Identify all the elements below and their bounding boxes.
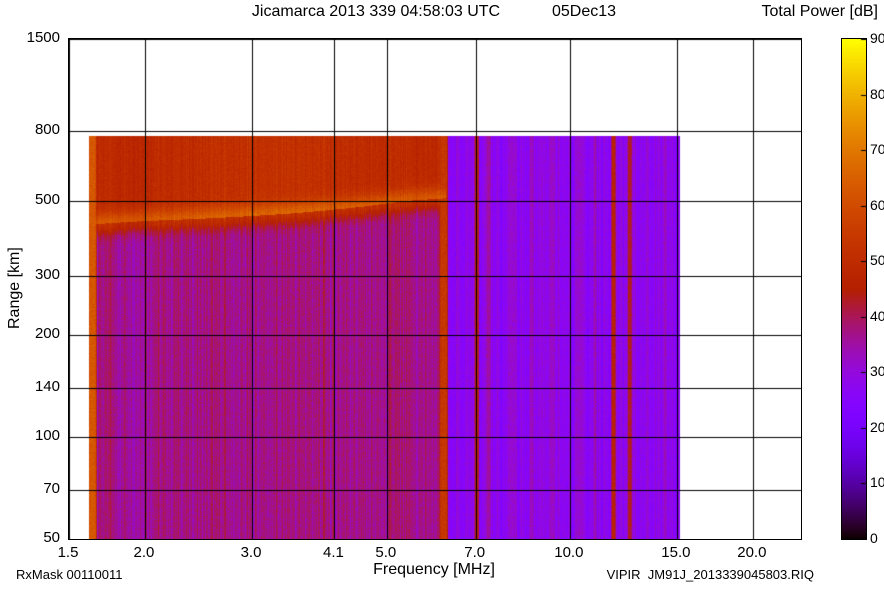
y-tick-label: 200 [34, 325, 60, 343]
y-tick-label: 800 [34, 121, 60, 139]
plot-title: Jicamarca 2013 339 04:58:03 UTC [251, 3, 501, 20]
x-tick-label: 7.0 [464, 544, 486, 561]
y-tick-label: 500 [34, 190, 60, 208]
y-tick-label: 300 [34, 265, 60, 283]
y-tick-label: 1500 [26, 29, 60, 46]
x-tick-label: 3.0 [240, 544, 262, 561]
y-tick-label: 100 [34, 427, 60, 445]
x-axis-label: Frequency [MHz] [373, 561, 495, 578]
colorbar-tick-label: 80 [870, 85, 884, 102]
x-tick-label: 4.1 [323, 544, 344, 561]
x-tick-label: 1.5 [57, 544, 79, 561]
colorbar-tick-label: 10 [870, 474, 884, 491]
x-tick-label: 15.0 [661, 544, 691, 561]
colorbar-tick-label: 70 [870, 141, 884, 158]
x-tick-label: 2.0 [133, 544, 155, 561]
colorbar-tick-label: 50 [870, 252, 884, 269]
total-power-heatmap [68, 38, 802, 540]
colorbar-tick-label: 90 [870, 30, 884, 46]
file-reference-label: VIPIR JM91J_2013339045803.RIQ [606, 567, 814, 582]
colorbar-gradient [841, 38, 867, 540]
plot-date: 05Dec13 [551, 3, 617, 20]
colorbar-tick-label: 60 [870, 196, 884, 213]
x-tick-label: 10.0 [554, 544, 584, 561]
y-tick-label: 50 [43, 529, 60, 546]
colorbar-tick-label: 20 [870, 418, 884, 435]
y-tick-label: 70 [43, 479, 60, 497]
x-tick-label: 5.0 [375, 544, 397, 561]
rxmask-label: RxMask 00110011 [16, 567, 123, 582]
colorbar-tick-label: 30 [870, 363, 884, 380]
colorbar-title: Total Power [dB] [761, 3, 879, 20]
colorbar-tick-label: 0 [870, 530, 878, 546]
y-tick-label: 140 [34, 377, 60, 395]
x-tick-label: 20.0 [737, 544, 767, 561]
colorbar-tick-label: 40 [870, 307, 884, 324]
